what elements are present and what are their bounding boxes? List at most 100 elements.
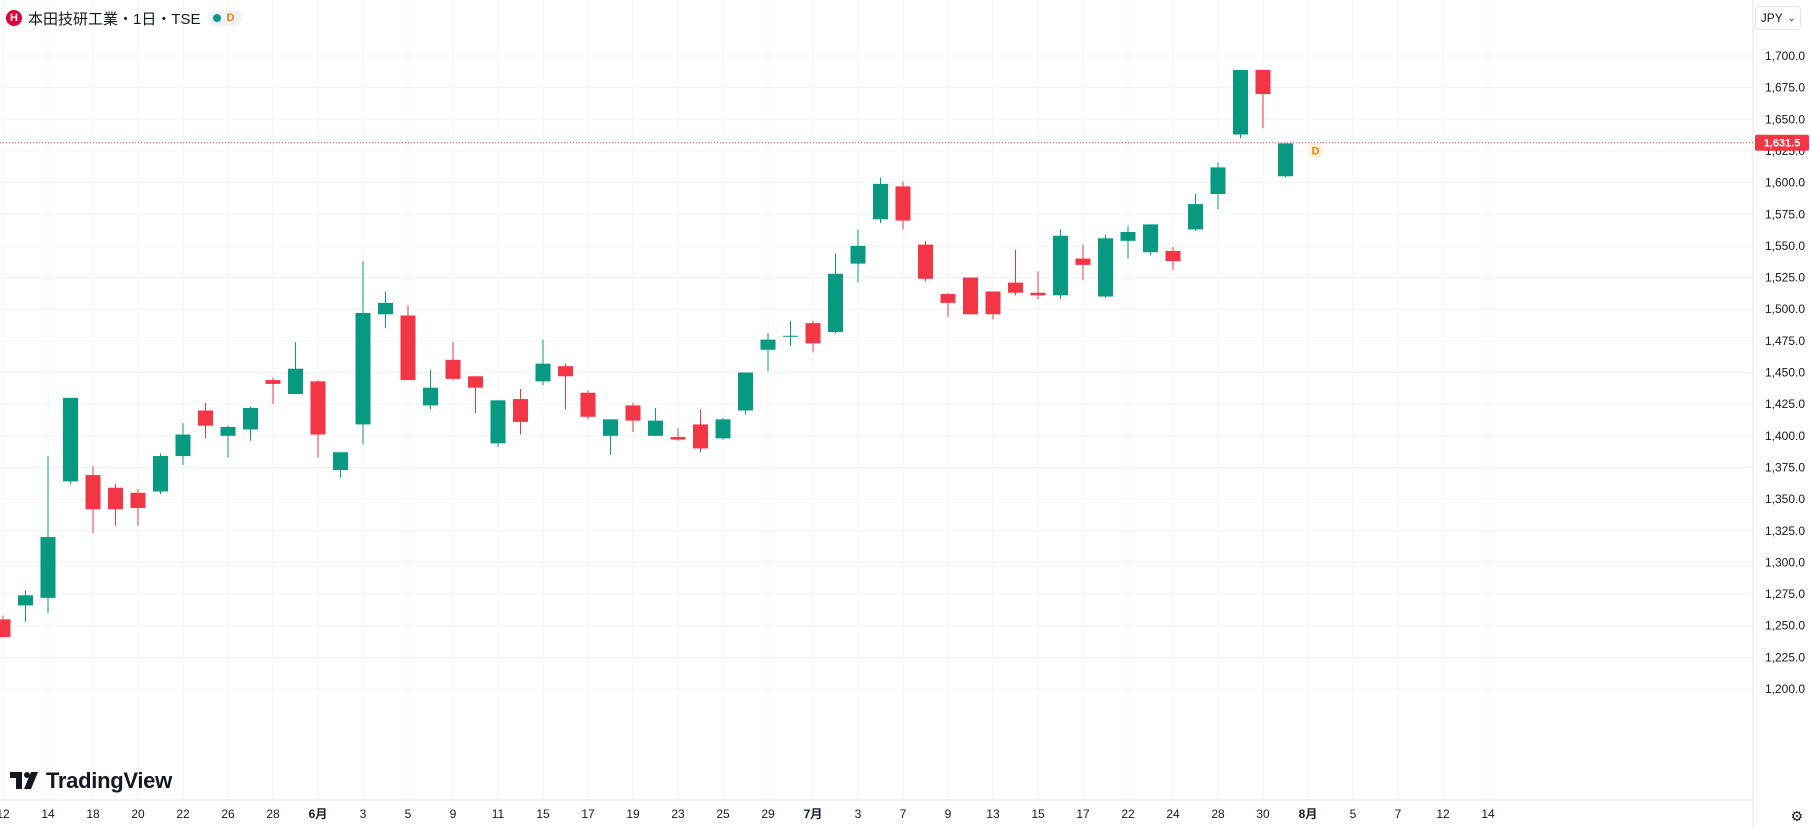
candle-body: [828, 273, 843, 332]
tradingview-brand-text: TradingView: [46, 768, 172, 793]
candle: [513, 388, 528, 435]
candle-body: [243, 407, 258, 430]
symbol-header[interactable]: H 本田技研工業・1日・TSE D: [6, 7, 243, 29]
candle: [985, 291, 1001, 320]
candle-body: [18, 595, 33, 606]
candle: [738, 372, 753, 415]
candle-body: [40, 537, 56, 598]
candle-body: [175, 434, 191, 457]
candle: [715, 418, 731, 440]
price-axis[interactable]: 1,200.0 1,225.0 1,250.0 1,275.0 1,300.0 1,325…: [1765, 49, 1805, 696]
price-tick-label: 1,600.0: [1765, 176, 1805, 190]
price-tick-label: 1,500.0: [1765, 302, 1805, 316]
candle-body: [535, 363, 551, 382]
symbol-title[interactable]: 本田技研工業・1日・TSE: [28, 10, 201, 28]
candle: [603, 419, 618, 455]
candle-body: [63, 397, 78, 482]
time-axis[interactable]: 12 14 18 20 22 26 28 6月 3 5 9 11 15 17 19 23 25 29 7月 3 7 9 13…: [0, 807, 1495, 821]
candle: [40, 456, 56, 614]
candle-body: [198, 410, 213, 426]
price-tick-label: 1,575.0: [1765, 207, 1805, 221]
candle: [535, 339, 551, 386]
candle: [670, 428, 686, 441]
tradingview-logo[interactable]: TradingView: [10, 768, 172, 794]
time-tick-label: 5: [1350, 807, 1357, 821]
tradingview-logo-icon: [10, 772, 38, 789]
candle-body: [895, 186, 911, 221]
time-tick-label: 11: [492, 807, 505, 821]
candle: [378, 291, 393, 329]
candle: [1120, 225, 1136, 259]
candle-body: [513, 399, 528, 422]
candle: [63, 397, 78, 484]
price-tick-label: 1,300.0: [1765, 555, 1805, 569]
time-tick-label: 9: [450, 807, 457, 821]
candle-body: [850, 245, 866, 264]
time-tick-label: 3: [855, 807, 862, 821]
candle-body: [468, 376, 483, 388]
settings-gear-icon[interactable]: ⚙: [1790, 808, 1803, 824]
price-tick-label: 1,325.0: [1765, 524, 1805, 538]
candle: [873, 177, 888, 224]
candle-body: [1278, 143, 1293, 177]
price-tick-label: 1,525.0: [1765, 271, 1805, 285]
dividend-flag-badge: [1307, 142, 1324, 159]
candle: [18, 590, 33, 622]
currency-selector[interactable]: JPY ⌄: [1755, 6, 1801, 30]
candle-body: [265, 380, 281, 384]
candle: [895, 181, 911, 230]
candle: [850, 229, 866, 283]
candle: [1278, 143, 1293, 178]
candle: [1075, 244, 1091, 281]
candle-body: [220, 426, 236, 436]
time-tick-label: 12: [0, 807, 10, 821]
candle-body: [1188, 204, 1203, 230]
candle-body: [985, 291, 1001, 315]
candle-body: [0, 619, 11, 638]
currency-label: JPY: [1760, 11, 1783, 25]
candle-body: [940, 294, 956, 303]
candle-body: [333, 452, 348, 470]
candle-body: [625, 405, 641, 421]
candle-body: [558, 366, 573, 377]
candle-body: [783, 335, 798, 337]
time-tick-label: 15: [1031, 807, 1045, 821]
candle: [1098, 234, 1113, 298]
price-tick-label: 1,200.0: [1765, 682, 1805, 696]
candle: [963, 277, 978, 315]
last-price-label: 1,631.5: [1764, 138, 1801, 150]
candle-body: [490, 400, 506, 444]
candle-body: [130, 492, 146, 508]
time-tick-label: 29: [761, 807, 775, 821]
price-tick-label: 1,425.0: [1765, 397, 1805, 411]
candle-body: [445, 359, 461, 379]
candle-body: [963, 277, 978, 315]
candle: [1030, 271, 1046, 300]
price-tick-label: 1,400.0: [1765, 429, 1805, 443]
last-price-marker: 1,631.5 D: [0, 134, 1809, 159]
time-tick-label: 26: [221, 807, 235, 821]
dividend-flag-label: D: [1312, 146, 1320, 158]
market-status-pill[interactable]: D: [206, 10, 243, 26]
time-tick-label: 8月: [1299, 807, 1318, 821]
candle-body: [1098, 238, 1113, 297]
price-tick-label: 1,550.0: [1765, 239, 1805, 253]
candle-body: [355, 312, 371, 425]
candle-body: [108, 487, 123, 510]
time-tick-label: 28: [1211, 807, 1225, 821]
candle: [265, 377, 281, 405]
candle: [693, 409, 708, 453]
time-tick-label: 18: [86, 807, 100, 821]
time-tick-label: 25: [716, 807, 730, 821]
price-tick-label: 1,475.0: [1765, 334, 1805, 348]
time-tick-label: 15: [536, 807, 550, 821]
price-tick-label: 1,225.0: [1765, 650, 1805, 664]
price-tick-label: 1,700.0: [1765, 49, 1805, 63]
candle-body: [378, 302, 393, 315]
candle-body: [760, 339, 776, 350]
time-tick-label: 17: [1076, 807, 1090, 821]
chart-grid: [0, 0, 1753, 800]
candle: [130, 488, 146, 526]
candle-body: [400, 315, 416, 381]
